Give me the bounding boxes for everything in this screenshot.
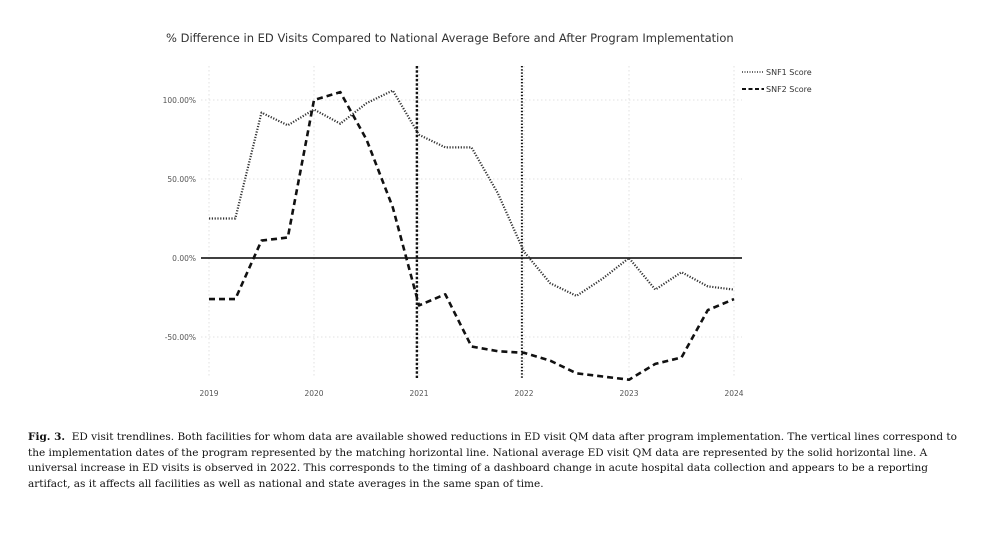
legend-label-snf2: SNF2 Score [766,85,812,94]
y-tick-label: 50.00% [167,175,196,184]
x-tick-label: 2021 [409,389,428,398]
legend: SNF1 Score SNF2 Score [742,68,812,94]
legend-label-snf1: SNF1 Score [766,68,812,77]
chart-svg: % Difference in ED Visits Compared to Na… [163,31,812,398]
x-tick-label: 2022 [514,389,533,398]
grid-layer [201,66,742,378]
figure-label: Fig. 3. [28,431,66,443]
series-layer [209,89,735,381]
y-tick-label: 0.00% [172,254,196,263]
series-line-snf2 [209,90,735,381]
x-tick-label: 2023 [619,389,638,398]
axis-labels: 100.00% 50.00% 0.00% -50.00% 2019 2020 2021 202… [163,96,744,398]
x-tick-label: 2020 [304,389,323,398]
y-tick-label: 100.00% [163,96,196,105]
series-line-snf1 [209,89,735,297]
x-tick-label: 2024 [724,389,743,398]
y-tick-label: -50.00% [165,333,196,342]
x-tick-label: 2019 [199,389,218,398]
figure-caption-text: ED visit trendlines. Both facilities for… [28,431,957,490]
figure-caption: Fig. 3. ED visit trendlines. Both facili… [28,430,958,492]
reference-lines [201,66,742,378]
ed-visit-trend-chart: % Difference in ED Visits Compared to Na… [163,31,812,398]
chart-title: % Difference in ED Visits Compared to Na… [166,31,734,45]
